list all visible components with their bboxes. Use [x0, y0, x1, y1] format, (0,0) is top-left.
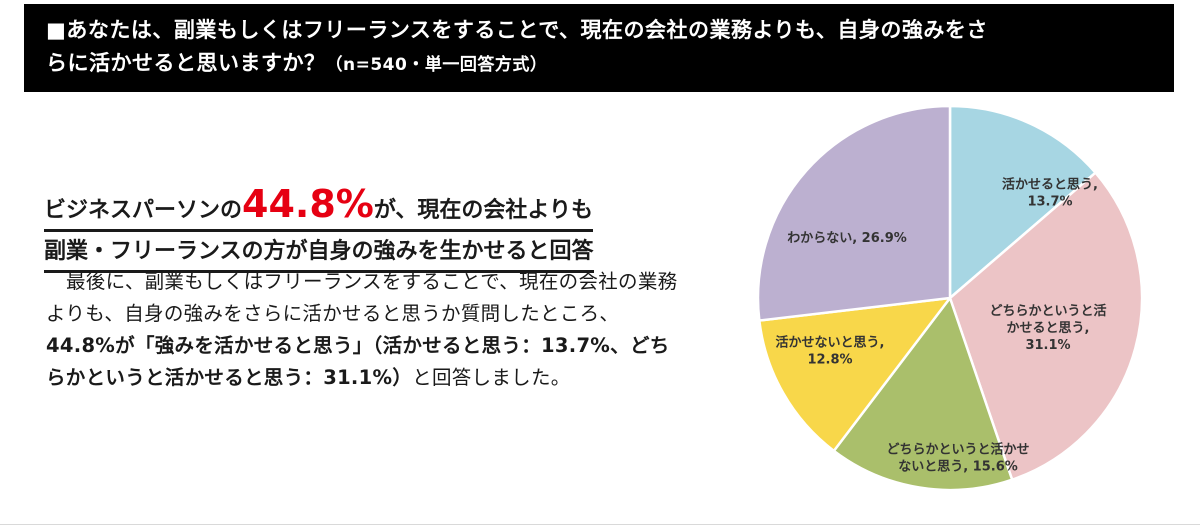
pie-chart: 活かせると思う, 13.7%どちらかというと活かせると思う, 31.1%どちらかとい…: [756, 104, 1144, 492]
pie-slice-label: どちらかというと活かせると思う, 31.1%: [989, 303, 1106, 353]
headline-post: が、現在の会社よりも: [373, 198, 593, 223]
headline-pre: ビジネスパーソンの: [44, 198, 243, 223]
question-text: ■あなたは、副業もしくはフリーランスをすることで、現在の会社の業務よりも、自身の…: [46, 14, 1152, 82]
footer-divider: [0, 524, 1200, 525]
headline-percent: 44.8%: [242, 182, 374, 226]
pie-slice: [756, 104, 952, 322]
summary-text-1: 最後に、副業もしくはフリーランスをすることで、現在の会社の業務よりも、自身の強み…: [46, 270, 678, 325]
pie-slice-label: 活かせると思う, 13.7%: [1002, 177, 1098, 210]
question-line-1: ■あなたは、副業もしくはフリーランスをすることで、現在の会社の業務よりも、自身の…: [46, 18, 988, 42]
summary-paragraph: 最後に、副業もしくはフリーランスをすることで、現在の会社の業務よりも、自身の強み…: [46, 266, 686, 394]
pie-slice: [832, 295, 1014, 492]
pie-slice: [757, 296, 953, 453]
pie-label-line: どちらかというと活: [989, 303, 1106, 319]
pie-label-line: かせると思う,: [1007, 321, 1090, 336]
headline: ビジネスパーソンの44.8%が、現在の会社よりも 副業・フリーランスの方が自身の…: [44, 185, 684, 273]
pie-slice-label: 活かせないと思う, 12.8%: [776, 335, 885, 368]
summary-emphasis: 44.8%が「強みを活かせると思う」（活かせると思う：13.7%、どちらかという…: [46, 334, 670, 389]
pie-slice: [948, 170, 1144, 482]
summary-text-2: と回答しました。: [412, 366, 571, 389]
pie-label-line: 活かせないと思う,: [776, 335, 885, 351]
pie-label-line: どちらかというと活かせ: [886, 442, 1029, 458]
pie-slice-label: わからない, 26.9%: [787, 231, 907, 246]
pie-label-line: ないと思う, 15.6%: [898, 460, 1018, 475]
question-line-2: らに活かせると思いますか？: [46, 51, 326, 75]
headline-line-2: 副業・フリーランスの方が自身の強みを生かせると回答: [44, 234, 594, 273]
pie-label-line: わからない, 26.9%: [787, 231, 907, 246]
pie-slice-label: どちらかというと活かせないと思う, 15.6%: [886, 442, 1029, 475]
sample-note: （n=540・単一回答方式）: [325, 55, 548, 75]
headline-line-1: ビジネスパーソンの44.8%が、現在の会社よりも: [44, 185, 593, 232]
pie-slice: [948, 104, 1098, 301]
pie-label-line: 13.7%: [1027, 195, 1072, 210]
pie-label-line: 12.8%: [807, 353, 852, 368]
pie-label-line: 活かせると思う,: [1002, 177, 1098, 193]
question-header: ■あなたは、副業もしくはフリーランスをすることで、現在の会社の業務よりも、自身の…: [24, 4, 1174, 92]
pie-label-line: 31.1%: [1025, 338, 1070, 353]
